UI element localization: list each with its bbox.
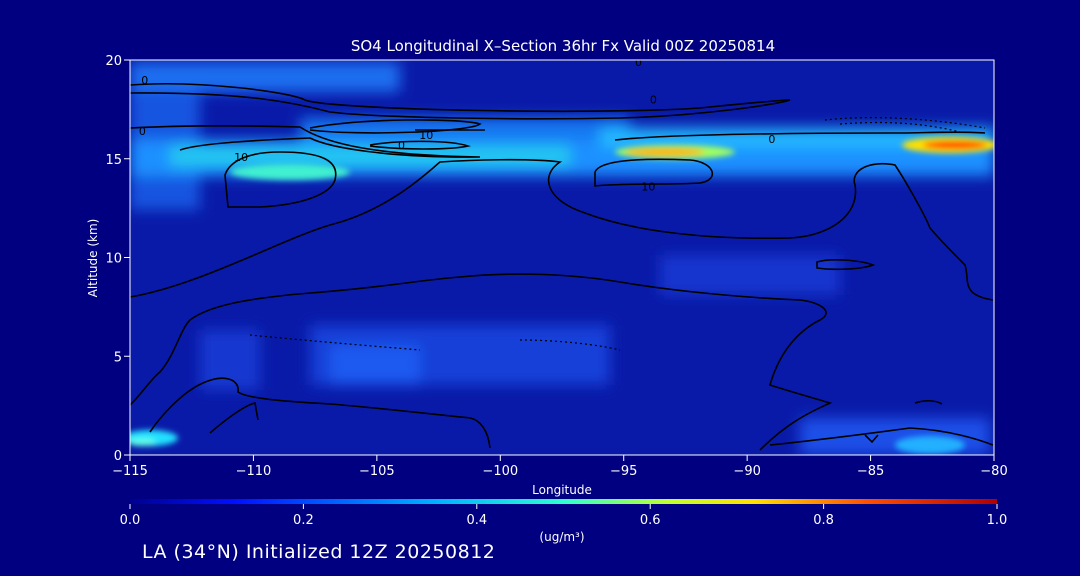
contour-label: 10 — [641, 180, 655, 193]
peak-central-core — [625, 148, 705, 156]
x-tick-label: −95 — [610, 464, 637, 479]
contour-line — [209, 402, 259, 434]
colorbar-tick-label: 0.4 — [466, 513, 487, 528]
field-upper-left-band — [130, 62, 400, 92]
x-tick-label: −105 — [359, 464, 395, 479]
contour-line — [130, 125, 481, 158]
contour-line — [369, 140, 472, 150]
contour-line — [130, 158, 994, 301]
contour-line — [824, 117, 986, 129]
contour-line — [769, 427, 994, 446]
peak-left-band — [230, 164, 350, 180]
y-tick-label: 0 — [114, 449, 122, 464]
colorbar-tick-label: 0.8 — [813, 513, 834, 528]
peak-surface-left-core — [130, 438, 156, 446]
x-axis-label: Longitude — [532, 483, 592, 497]
colorbar-tick-label: 0.6 — [640, 513, 661, 528]
peak-right-core — [923, 141, 987, 149]
x-tick-label: −115 — [112, 464, 148, 479]
colorbar-tick-label: 0.0 — [120, 513, 141, 528]
contour-label: 0 — [635, 56, 642, 69]
colorbar-ticks: 0.0 0.2 0.4 0.6 0.8 1.0 — [120, 504, 1008, 528]
contour-label: 0 — [141, 74, 148, 87]
contour-label: 10 — [234, 151, 248, 164]
colorbar-tick-label: 0.2 — [293, 513, 314, 528]
colorbar — [130, 499, 997, 504]
contour-label: 0 — [398, 139, 405, 152]
contour-line — [839, 121, 961, 133]
x-axis: −115 −110 −105 −100 −95 −90 −85 −80 — [112, 455, 1008, 479]
x-tick-label: −90 — [733, 464, 760, 479]
contour-line — [816, 259, 876, 271]
chart-title: SO4 Longitudinal X–Section 36hr Fx Valid… — [351, 37, 775, 55]
contour-label: 0 — [768, 133, 775, 146]
y-tick-label: 20 — [105, 54, 122, 69]
x-tick-label: −85 — [857, 464, 884, 479]
contour-line — [149, 377, 491, 449]
plot-area: 0 0 0 0 10 0 10 0 10 — [130, 56, 994, 455]
y-tick-label: 10 — [105, 252, 122, 267]
contour-label: 0 — [139, 125, 146, 138]
contour-label: 0 — [650, 94, 657, 107]
contour-line — [914, 400, 943, 405]
contour-line — [130, 83, 791, 120]
x-tick-label: −110 — [236, 464, 272, 479]
x-tick-label: −100 — [482, 464, 518, 479]
contour-line — [864, 434, 879, 444]
contour-line — [309, 119, 482, 134]
contour-line — [224, 151, 337, 208]
concentration-peaks — [130, 137, 994, 454]
field-right-mid — [660, 255, 840, 295]
init-caption: LA (34°N) Initialized 12Z 20250812 — [142, 541, 496, 563]
contour-lines-dotted — [249, 117, 986, 351]
colorbar-tick-label: 1.0 — [987, 513, 1008, 528]
peak-surface-right — [895, 436, 965, 454]
contour-line — [249, 334, 421, 351]
contour-line — [594, 158, 714, 187]
field-lower-right — [800, 418, 990, 455]
contour-line — [614, 131, 986, 141]
y-tick-label: 5 — [114, 350, 122, 365]
contour-labels: 0 0 0 0 10 0 10 0 10 — [139, 56, 775, 193]
contour-line — [130, 273, 833, 451]
field-mid-blob — [330, 345, 420, 385]
y-axis-label: Altitude (km) — [86, 219, 100, 298]
contour-lines — [130, 83, 994, 451]
y-tick-label: 15 — [105, 153, 122, 168]
y-axis: 0 5 10 15 20 — [105, 54, 130, 464]
x-tick-label: −80 — [980, 464, 1007, 479]
colorbar-units: (ug/m³) — [539, 530, 584, 544]
contour-label: 10 — [419, 129, 433, 142]
